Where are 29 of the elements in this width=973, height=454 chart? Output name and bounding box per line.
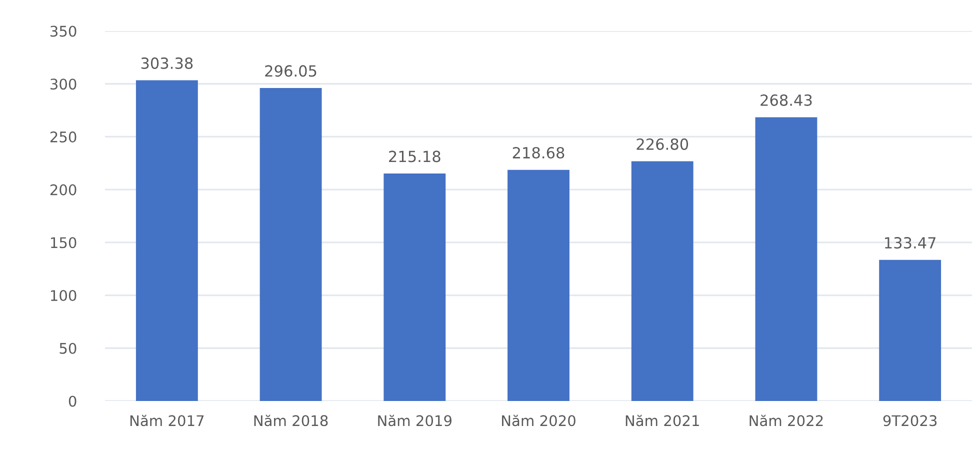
data-label: 296.05 xyxy=(265,65,316,77)
y-tick-label: 0 xyxy=(68,396,76,407)
x-tick-label: Năm 2021 xyxy=(626,414,699,426)
data-label: 133.47 xyxy=(885,237,936,249)
data-label: 215.18 xyxy=(389,150,440,162)
data-label: 268.43 xyxy=(760,94,812,106)
x-tick-label: Năm 2017 xyxy=(130,414,204,426)
bar xyxy=(260,88,322,401)
bar xyxy=(879,260,942,401)
y-tick-label: 150 xyxy=(50,237,76,248)
bar xyxy=(136,80,198,401)
bar xyxy=(384,174,446,401)
data-label: 226.80 xyxy=(636,138,688,150)
x-tick-label: 9T2023 xyxy=(883,415,937,426)
x-tick-label: Năm 2019 xyxy=(378,414,452,426)
x-tick-label: Năm 2020 xyxy=(502,414,576,426)
bar xyxy=(755,117,818,401)
data-label: 218.68 xyxy=(512,146,564,159)
data-label: 303.38 xyxy=(141,57,193,69)
bar xyxy=(508,170,570,401)
y-tick-label: 250 xyxy=(50,131,76,142)
x-tick-label: Năm 2022 xyxy=(750,414,823,426)
y-tick-label: 100 xyxy=(50,290,76,302)
bar xyxy=(631,161,694,401)
y-tick-label: 350 xyxy=(50,26,76,37)
y-tick-label: 50 xyxy=(60,342,76,354)
y-tick-label: 300 xyxy=(50,78,76,90)
x-tick-label: Năm 2018 xyxy=(254,414,328,426)
y-tick-label: 200 xyxy=(50,184,76,196)
